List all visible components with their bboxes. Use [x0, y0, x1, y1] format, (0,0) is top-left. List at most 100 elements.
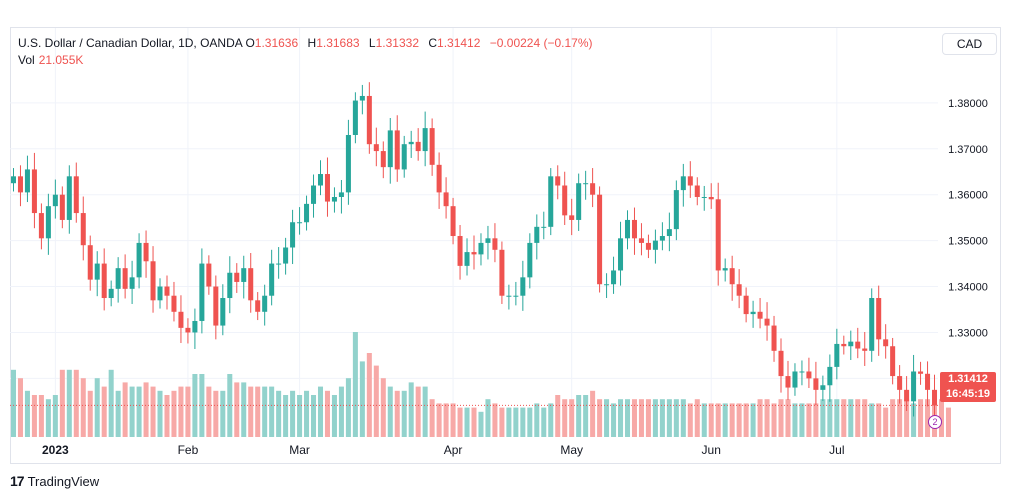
- candle-body: [820, 385, 826, 390]
- tradingview-brand[interactable]: 17 TradingView: [10, 473, 99, 489]
- high-label: H: [307, 36, 317, 50]
- candle-body: [680, 176, 686, 191]
- volume-bar: [122, 382, 128, 437]
- candle-body: [911, 371, 917, 402]
- volume-bar: [694, 399, 700, 437]
- candle-body: [673, 190, 679, 230]
- volume-bar: [192, 374, 198, 437]
- candle-body: [555, 176, 561, 186]
- volume-bar: [17, 378, 23, 437]
- candle-body: [164, 286, 170, 296]
- candle-body: [757, 311, 763, 319]
- candle-body: [241, 268, 247, 282]
- volume-bar: [331, 395, 337, 437]
- candle-body: [729, 268, 735, 285]
- volume-bar: [938, 399, 945, 437]
- volume-bar: [136, 386, 142, 437]
- volume-bar: [394, 390, 400, 437]
- candle-body: [227, 272, 233, 299]
- y-tick-label: 1.36000: [948, 190, 988, 202]
- candle-body: [792, 371, 798, 388]
- candle-body: [415, 141, 421, 152]
- bar-countdown: 16:45:19: [945, 388, 991, 400]
- x-tick-label: Jun: [702, 443, 721, 457]
- volume-bar: [750, 403, 756, 437]
- volume-bar: [324, 390, 330, 437]
- candle-body: [687, 176, 693, 186]
- volume-bar: [520, 407, 526, 437]
- candle-body: [248, 268, 254, 301]
- volume-bar: [185, 386, 191, 437]
- candle-body: [443, 192, 449, 207]
- volume-bar: [129, 386, 135, 437]
- candle-body: [813, 378, 819, 390]
- candle-body: [638, 238, 644, 243]
- volume-label[interactable]: Vol: [18, 53, 35, 67]
- volume-bar: [387, 386, 393, 437]
- volume-bar: [115, 390, 121, 437]
- x-tick-label: Jul: [829, 443, 844, 457]
- volume-bar: [624, 399, 631, 437]
- y-axis[interactable]: 1.38000 1.37000 1.36000 1.35000 1.34000 1.330…: [948, 98, 988, 386]
- volume-bar: [345, 378, 351, 437]
- candle-body: [708, 196, 714, 200]
- candle-body: [799, 371, 805, 373]
- low-value: 1.31332: [375, 36, 419, 50]
- candle-body: [290, 222, 296, 248]
- candle-body: [269, 263, 275, 296]
- x-axis[interactable]: 2023 Feb Mar Apr May Jun Jul: [42, 443, 844, 457]
- volume-bar: [736, 403, 742, 437]
- candle-body: [108, 288, 114, 299]
- candle-body: [876, 298, 882, 340]
- volume-bar: [241, 382, 247, 437]
- volume-bar: [590, 390, 596, 437]
- volume-bar: [673, 399, 679, 437]
- volume-value: 21.055K: [38, 53, 84, 67]
- candle-body: [24, 169, 30, 193]
- open-value: 1.31636: [254, 36, 299, 50]
- candle-body: [436, 164, 442, 193]
- volume-bar: [199, 374, 205, 437]
- volume-bar: [178, 386, 184, 437]
- volume-bar: [157, 390, 163, 437]
- candle-body: [841, 343, 847, 347]
- volume-bar: [59, 369, 65, 437]
- volume-bar: [352, 332, 358, 437]
- candle-body: [283, 247, 289, 264]
- volume-bar: [729, 403, 735, 437]
- candle-body: [304, 203, 310, 223]
- candle-body: [569, 215, 575, 220]
- volume-bar: [408, 382, 414, 437]
- candle-body: [931, 389, 938, 406]
- candle-body: [743, 295, 749, 315]
- candle-body: [541, 226, 547, 228]
- volume-bar: [506, 407, 512, 437]
- candle-body: [897, 376, 903, 390]
- currency-button[interactable]: CAD: [942, 33, 997, 55]
- candle-body: [457, 236, 463, 266]
- candle-body: [324, 174, 330, 202]
- volume-bar: [945, 407, 951, 437]
- candle-body: [848, 341, 854, 347]
- volume-bar: [757, 399, 763, 437]
- volume-bar: [269, 386, 275, 437]
- volume-bar: [234, 382, 240, 437]
- volume-bar: [297, 395, 303, 437]
- volume-bar: [108, 369, 114, 437]
- candle-body: [478, 242, 484, 255]
- volume-bar: [918, 399, 924, 437]
- event-marker[interactable]: 2: [928, 415, 942, 429]
- candle-body: [359, 95, 365, 101]
- candle-body: [492, 238, 498, 250]
- symbol-title[interactable]: U.S. Dollar / Canadian Dollar, 1D, OANDA: [18, 36, 243, 50]
- candle-body: [213, 286, 219, 326]
- candle-body: [429, 128, 435, 165]
- candle-body: [394, 130, 400, 170]
- volume-bar: [764, 399, 770, 437]
- volume-bar: [443, 403, 449, 437]
- x-tick-label: May: [560, 443, 583, 457]
- candle-body: [66, 176, 72, 220]
- y-tick-label: 1.37000: [948, 144, 988, 156]
- candle-body: [171, 295, 177, 312]
